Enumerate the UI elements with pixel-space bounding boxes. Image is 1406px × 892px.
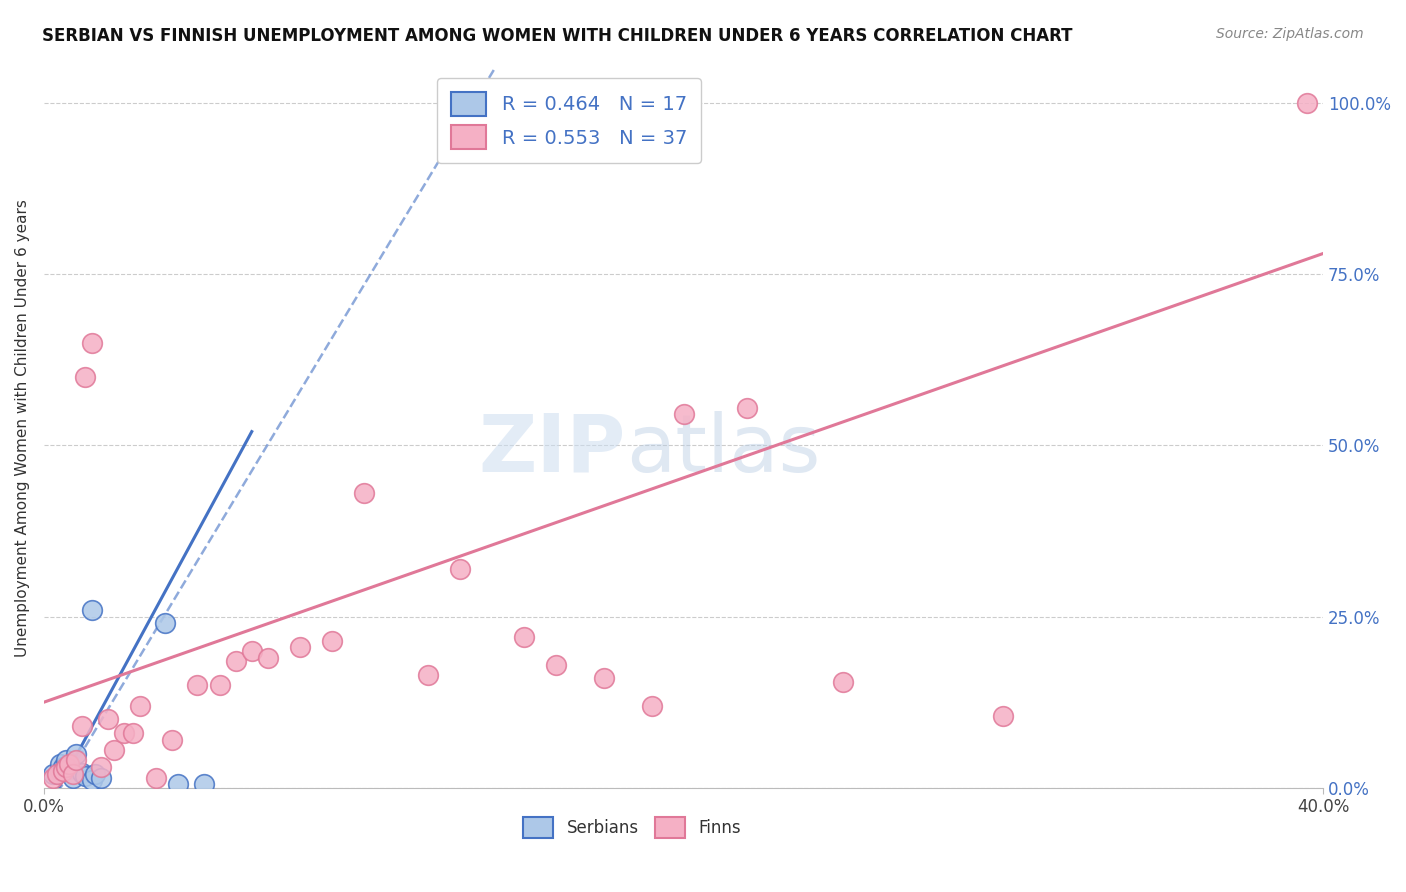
Point [62, 771, 84, 785]
Point [52, 760, 75, 774]
Point [55, 754, 77, 768]
Point [103, 743, 125, 757]
Point [72, 719, 94, 733]
Point [72, 765, 94, 780]
Point [167, 777, 190, 791]
Point [42, 767, 65, 781]
Point [240, 644, 263, 658]
Point [49, 764, 72, 778]
Point [512, 630, 534, 644]
Point [416, 668, 439, 682]
Point [544, 657, 567, 672]
Text: ZIP: ZIP [478, 410, 626, 489]
Point [58, 756, 80, 771]
Point [1296, 95, 1319, 110]
Point [160, 732, 183, 747]
Point [45, 767, 67, 781]
Y-axis label: Unemployment Among Women with Children Under 6 years: Unemployment Among Women with Children U… [15, 199, 30, 657]
Text: Source: ZipAtlas.com: Source: ZipAtlas.com [1216, 27, 1364, 41]
Point [832, 674, 855, 689]
Point [592, 671, 614, 685]
Point [640, 698, 662, 713]
Point [80, 335, 103, 350]
Text: SERBIAN VS FINNISH UNEMPLOYMENT AMONG WOMEN WITH CHILDREN UNDER 6 YEARS CORRELAT: SERBIAN VS FINNISH UNEMPLOYMENT AMONG WO… [42, 27, 1073, 45]
Point [122, 726, 145, 740]
Point [65, 754, 87, 768]
Point [90, 760, 112, 774]
Point [80, 772, 103, 787]
Point [449, 561, 471, 575]
Point [49, 756, 72, 771]
Point [112, 726, 135, 740]
Point [97, 712, 120, 726]
Point [672, 408, 695, 422]
Legend: Serbians, Finns: Serbians, Finns [516, 811, 748, 844]
Point [84, 767, 107, 781]
Text: atlas: atlas [626, 410, 820, 489]
Point [52, 764, 75, 778]
Point [58, 762, 80, 776]
Point [186, 678, 208, 692]
Point [65, 747, 87, 761]
Point [256, 650, 278, 665]
Point [55, 760, 77, 774]
Point [128, 698, 150, 713]
Point [225, 654, 247, 668]
Point [321, 633, 343, 648]
Point [80, 603, 103, 617]
Point [288, 640, 311, 655]
Point [353, 486, 375, 500]
Point [90, 771, 112, 785]
Point [737, 401, 759, 415]
Point [193, 777, 215, 791]
Point [75, 369, 97, 384]
Point [42, 771, 65, 785]
Point [145, 771, 167, 785]
Point [208, 678, 231, 692]
Point [75, 768, 97, 782]
Point [155, 616, 177, 631]
Point [993, 709, 1015, 723]
Point [62, 767, 84, 781]
